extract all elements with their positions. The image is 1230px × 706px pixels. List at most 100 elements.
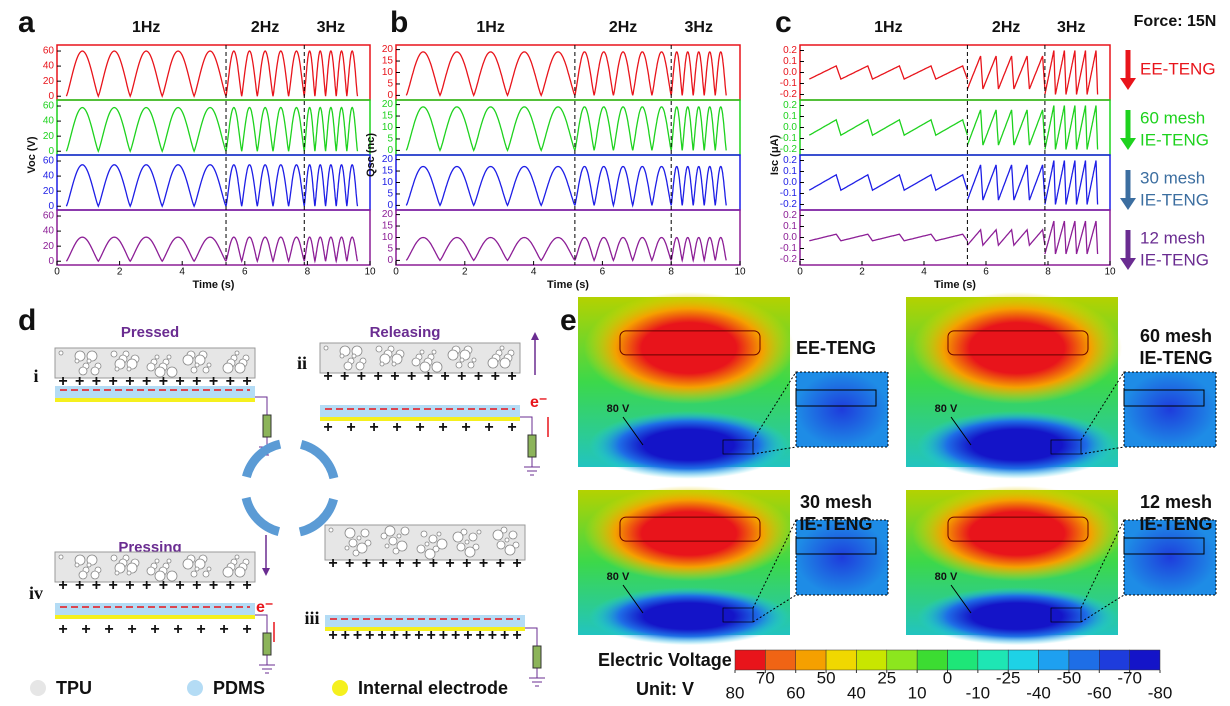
pore [384, 525, 396, 537]
legend-label: IE-TENG [1140, 250, 1209, 269]
pdms-layer [55, 386, 255, 398]
y-tick-label: 0 [387, 145, 393, 156]
colorbar-cell [765, 649, 796, 671]
pore [396, 540, 408, 552]
pore [154, 570, 166, 582]
waveform [670, 106, 727, 151]
pore [500, 526, 508, 534]
inset [795, 519, 889, 596]
dielectric-outline [1050, 439, 1082, 455]
x-tick-label: 0 [54, 267, 60, 278]
frequency-label: 2Hz [251, 19, 279, 36]
colorbar-tick-label: 50 [817, 668, 836, 687]
y-tick-label: 5 [387, 134, 393, 145]
pore [431, 349, 437, 355]
x-tick-label: 10 [364, 267, 376, 278]
charge: + [390, 368, 399, 385]
waveform [1044, 160, 1099, 205]
pore [90, 570, 100, 580]
charge: + [424, 368, 433, 385]
charge: + [75, 373, 84, 390]
legend-label: IE-TENG [1140, 190, 1209, 209]
pore [436, 531, 442, 537]
pore [234, 362, 246, 374]
charge: + [58, 373, 67, 390]
charge: + [127, 621, 136, 638]
map-title: EE-TENG [796, 338, 876, 358]
y-tick-label: 20 [382, 44, 394, 55]
colorbar-cell [856, 649, 888, 671]
charge: + [390, 627, 399, 644]
pore [126, 562, 138, 574]
material-swatch [332, 680, 348, 696]
pore [459, 357, 465, 363]
pore [182, 558, 194, 570]
charge: + [439, 627, 448, 644]
pore [487, 357, 499, 369]
electrode-outline [619, 516, 761, 542]
dielectric-outline [1050, 607, 1082, 623]
colorbar-unit: Unit: V [636, 679, 694, 699]
charge: + [109, 577, 118, 594]
colorbar-cell [977, 649, 1009, 671]
y-tick-label: 0 [387, 90, 393, 101]
waveform [225, 50, 305, 97]
frequency-label: 1Hz [132, 19, 160, 36]
x-tick-label: 6 [242, 267, 248, 278]
waveform [303, 50, 359, 97]
y-tick-label: 5 [387, 244, 393, 255]
charge: + [159, 577, 168, 594]
waveform [65, 106, 227, 153]
colorbar-cell [825, 649, 857, 671]
pore [355, 361, 365, 371]
charge: + [451, 627, 460, 644]
pore [78, 366, 88, 376]
charge: + [392, 419, 401, 436]
charge: + [512, 627, 521, 644]
x-tick-label: 6 [600, 267, 606, 278]
pore [464, 546, 476, 558]
y-tick-label: 0.1 [783, 221, 797, 232]
pore [380, 532, 388, 540]
charge: + [323, 419, 332, 436]
y-tick-label: 60 [43, 101, 55, 112]
pore [114, 366, 120, 372]
charge: + [491, 368, 500, 385]
pdms-layer [320, 405, 520, 417]
charge: + [75, 577, 84, 594]
cycle-arrow [298, 497, 338, 537]
y-tick-label: 40 [43, 226, 55, 237]
pore [78, 570, 88, 580]
charge: + [500, 627, 509, 644]
waveform [65, 236, 227, 263]
y-tick-label: 0.2 [783, 100, 797, 111]
material-label: TPU [56, 678, 92, 698]
state-numeral: i [33, 366, 38, 386]
panel-label: c [775, 6, 792, 39]
pore [194, 566, 200, 572]
y-tick-label: 20 [43, 186, 55, 197]
charge: + [345, 555, 354, 572]
y-tick-label: 0 [387, 255, 393, 266]
pore [351, 353, 357, 359]
charge: + [328, 555, 337, 572]
charge: + [340, 368, 349, 385]
charge: + [104, 621, 113, 638]
pore [436, 538, 448, 550]
field-low [917, 410, 1117, 479]
legend-arrowhead [1120, 198, 1136, 210]
legend-arrowhead [1120, 78, 1136, 90]
y-tick-label: 40 [43, 61, 55, 72]
waveform [808, 173, 969, 192]
marker-line [622, 416, 644, 446]
waveform [405, 51, 576, 98]
state-title: Pressed [121, 324, 179, 341]
y-tick-label: 40 [43, 171, 55, 182]
charge: + [109, 373, 118, 390]
waveform [809, 233, 968, 242]
legend-label: 60 mesh [1140, 108, 1205, 127]
x-tick-label: 2 [117, 267, 123, 278]
y-axis-label: Voc (V) [26, 136, 38, 173]
y-tick-label: 0 [48, 91, 54, 102]
charge: + [92, 577, 101, 594]
